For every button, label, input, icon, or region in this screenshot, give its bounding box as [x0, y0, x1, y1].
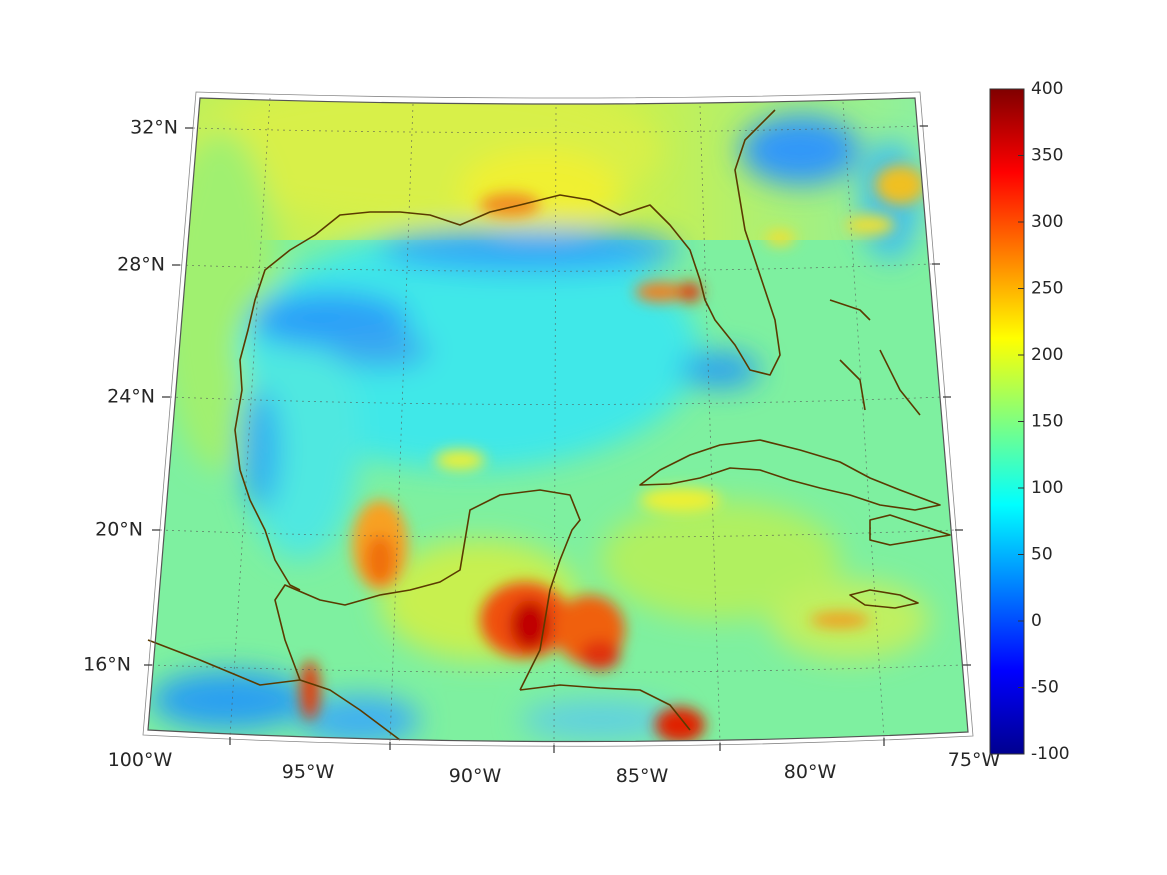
field-layer: [148, 98, 968, 742]
colorbar-tick-label: -50: [1031, 678, 1059, 698]
colorbar-tick-label: 150: [1031, 412, 1063, 432]
lon-labels: 100°W 95°W 90°W 85°W 80°W 75°W: [108, 749, 1001, 787]
lon-line-85: [553, 106, 557, 746]
west-coast-mexico: [239, 469, 301, 591]
lat-label-24: 24°N: [107, 386, 155, 408]
lon-label-95: 95°W: [282, 761, 335, 783]
colorbar-tick-label: 300: [1031, 212, 1063, 232]
colorbar-tick-label: 250: [1031, 279, 1063, 299]
lon-label-75: 75°W: [948, 749, 1001, 771]
colorbar-tick-label: 400: [1031, 79, 1063, 99]
lat-line-20: [159, 529, 956, 538]
colorbar-tick-label: 50: [1031, 545, 1053, 565]
bahamas: [829, 299, 921, 416]
cuba: [639, 439, 941, 511]
map-frame-outer: [142, 91, 974, 747]
colorbar-tick-label: 200: [1031, 345, 1063, 365]
coastline: [147, 109, 951, 741]
map-frame: [147, 97, 969, 743]
lat-label-28: 28°N: [117, 254, 165, 276]
lat-label-32: 32°N: [130, 117, 178, 139]
lat-label-16: 16°N: [83, 654, 131, 676]
lon-label-100: 100°W: [108, 749, 173, 771]
lon-line-80: [699, 105, 721, 744]
lon-line-90: [389, 103, 414, 743]
lat-labels: 32°N 28°N 24°N 20°N 16°N: [83, 117, 178, 676]
lon-line-75: [842, 101, 885, 739]
colorbar-tick-label: 100: [1031, 478, 1063, 498]
hispaniola: [869, 514, 951, 546]
colorbar: 400 350 300 250 200 150 100 50 0 -50 -100: [989, 79, 1070, 764]
colorbar-ticks: 400 350 300 250 200 150 100 50 0 -50 -100: [1018, 79, 1070, 764]
lon-label-80: 80°W: [784, 761, 837, 783]
lat-line-28: [179, 263, 933, 272]
gulf-coast: [147, 109, 781, 741]
lat-line-32: [192, 125, 921, 133]
colorbar-tick-label: 350: [1031, 146, 1063, 166]
jamaica: [849, 589, 919, 609]
lon-label-90: 90°W: [449, 765, 502, 787]
frame-ticks: [144, 125, 971, 753]
central-america-coast: [519, 684, 691, 731]
lon-label-85: 85°W: [616, 765, 669, 787]
colorbar-tick-label: 0: [1031, 611, 1042, 631]
lat-label-20: 20°N: [95, 519, 143, 541]
graticule: [151, 97, 964, 746]
colorbar-tick-label: -100: [1031, 744, 1070, 764]
